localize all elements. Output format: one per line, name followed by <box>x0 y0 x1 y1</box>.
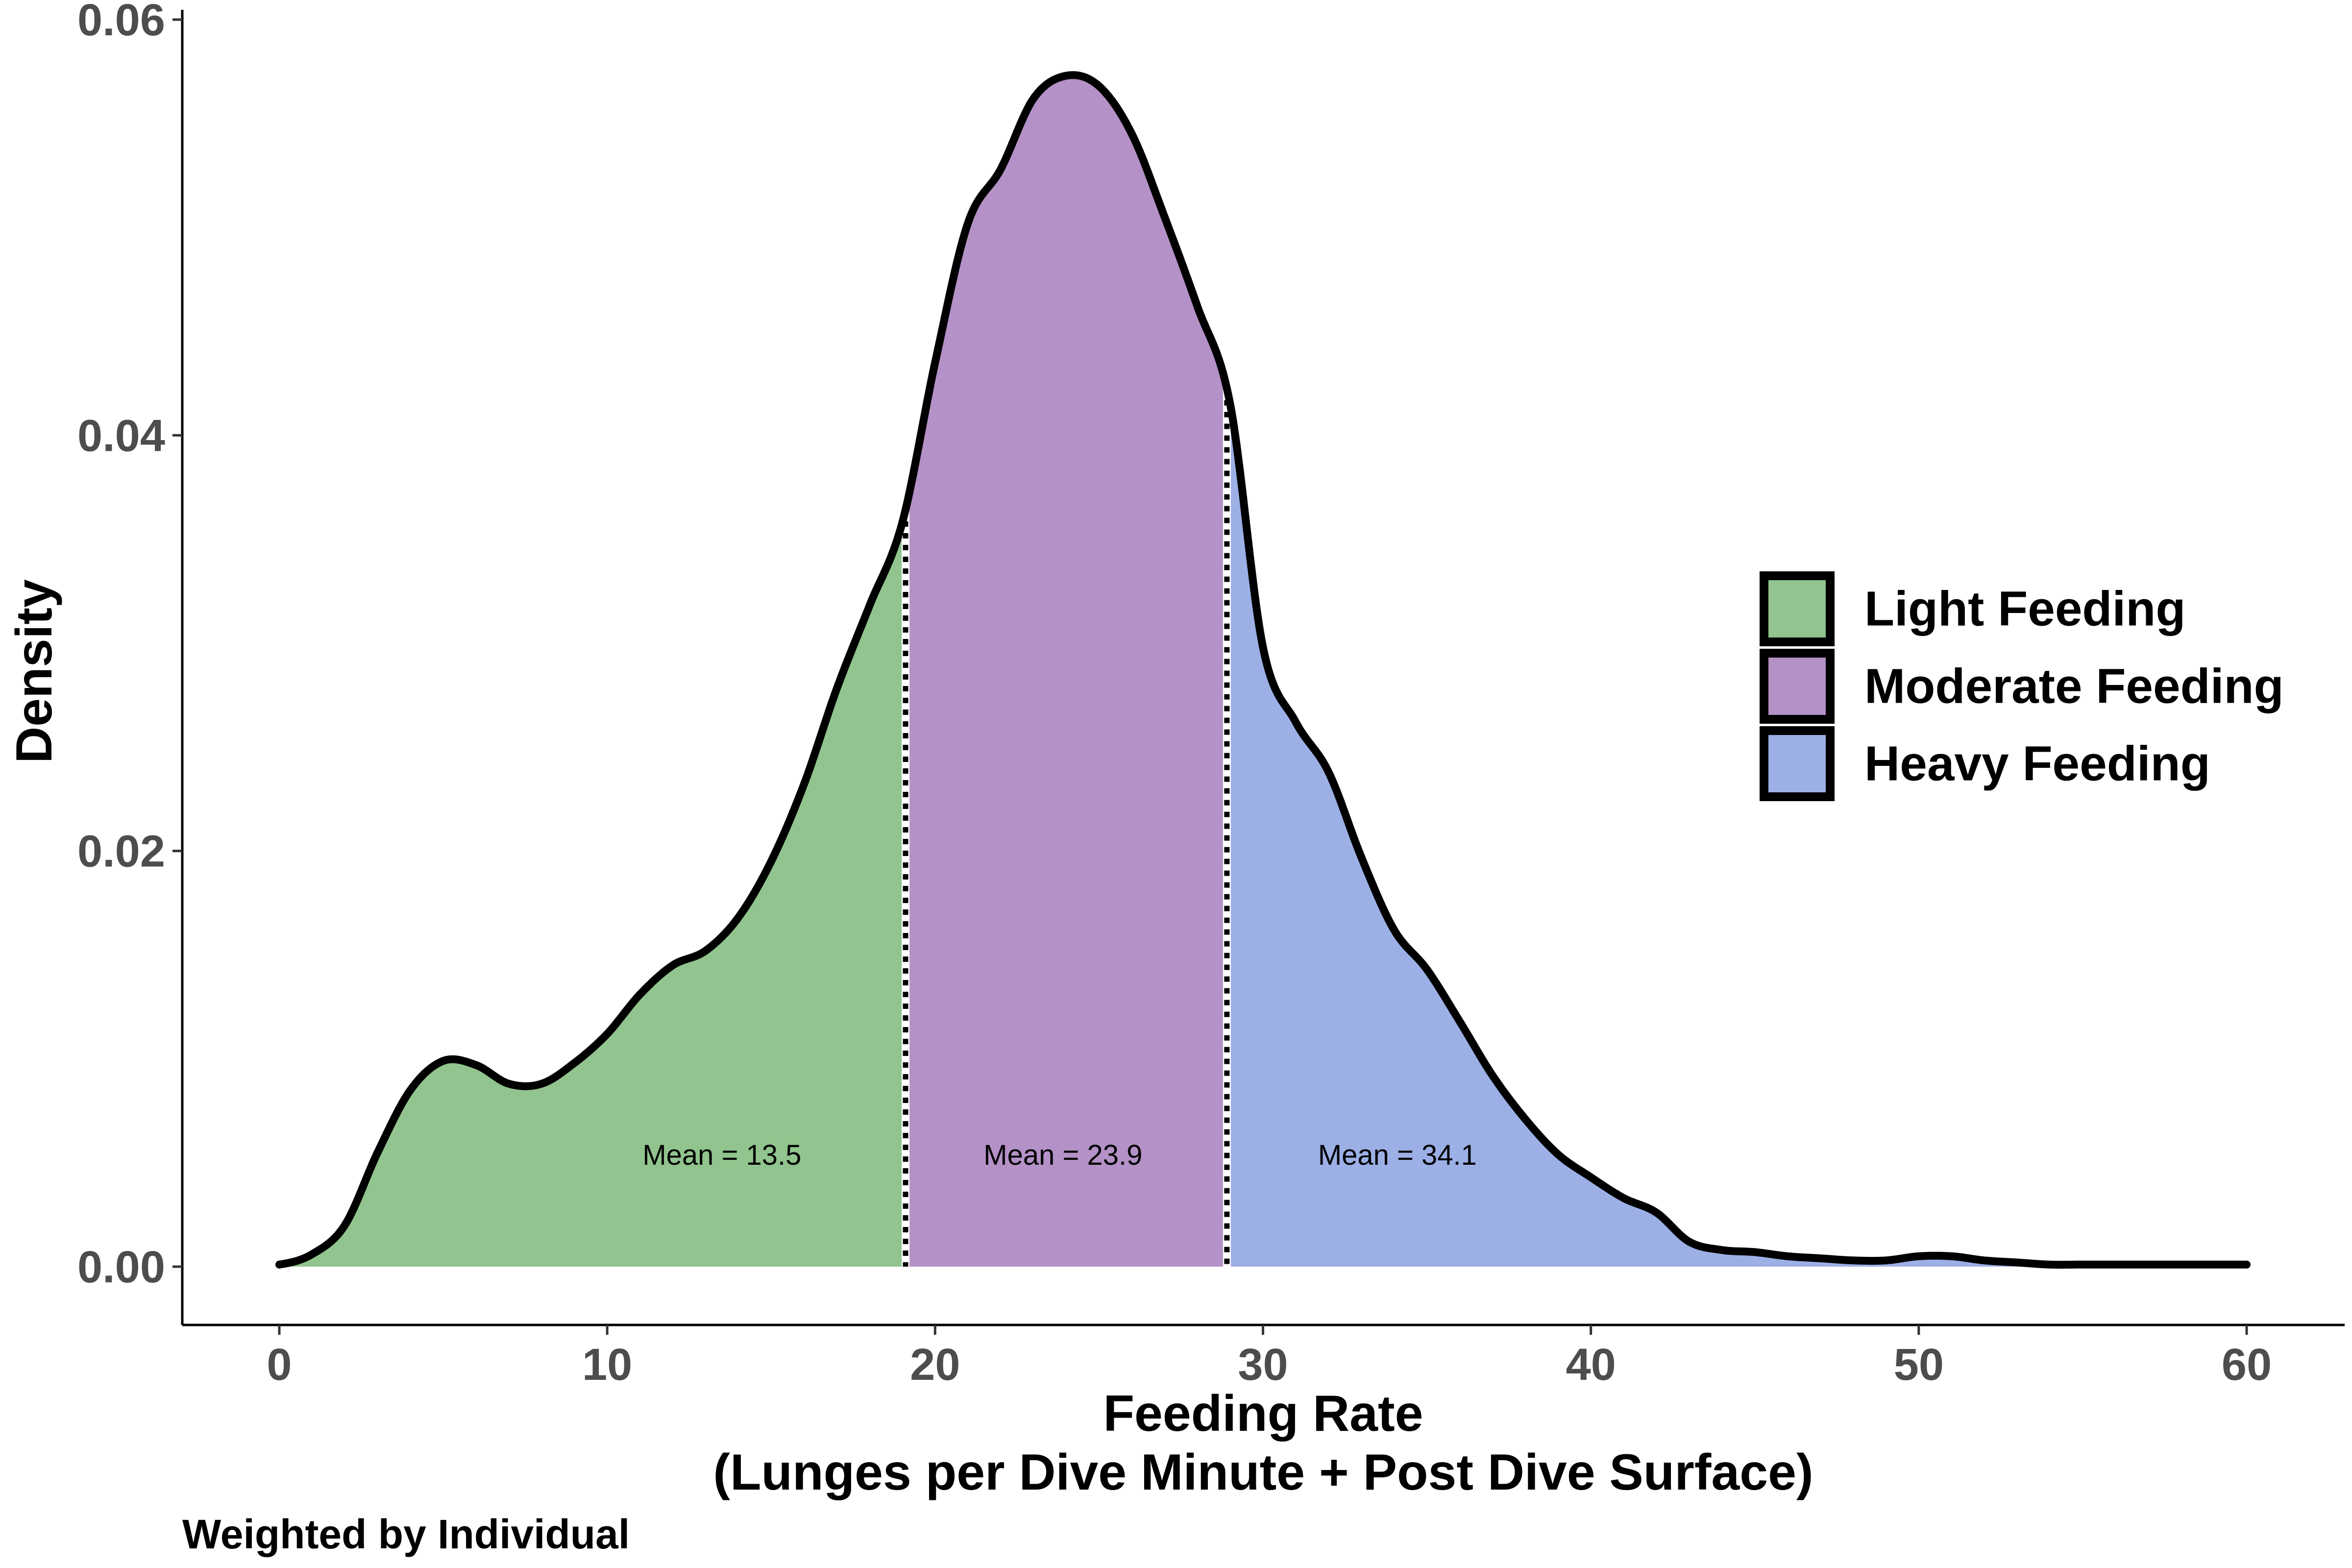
mean-annotation-3: Mean = 34.1 <box>1318 1139 1477 1171</box>
caption: Weighted by Individual <box>182 1511 630 1557</box>
mean-annotation-2: Mean = 23.9 <box>983 1139 1142 1171</box>
legend: Light Feeding Moderate Feeding Heavy Feedi… <box>1760 571 2284 801</box>
legend-label-2: Moderate Feeding <box>1864 659 2284 714</box>
x-tick-label: 20 <box>910 1340 960 1390</box>
x-tick-label: 40 <box>1566 1340 1616 1390</box>
x-tick-label: 10 <box>582 1340 632 1390</box>
y-axis-title: Density <box>6 579 63 763</box>
legend-key-1 <box>1760 571 1835 646</box>
density-curve <box>275 71 2251 1269</box>
y-tick-label: 0.02 <box>77 827 165 877</box>
x-axis-ticks: 0 10 20 30 40 50 60 <box>267 1325 2272 1390</box>
mean-annotation-1: Mean = 13.5 <box>642 1139 801 1171</box>
density-fills <box>279 75 2247 1267</box>
legend-key-2 <box>1760 649 1835 724</box>
y-tick-label: 0.04 <box>77 411 165 461</box>
mean-annotations: Mean = 13.5 Mean = 23.9 Mean = 34.1 <box>642 1139 1477 1171</box>
x-axis-title-line2: (Lunges per Dive Minute + Post Dive Surf… <box>713 1444 1813 1501</box>
legend-key-3 <box>1760 726 1835 801</box>
density-region-3 <box>1226 388 2247 1267</box>
x-tick-label: 60 <box>2222 1340 2272 1390</box>
boundary-lines <box>902 388 1231 1267</box>
y-axis-ticks: 0.00 0.02 0.04 0.06 <box>77 0 182 1292</box>
legend-label-1: Light Feeding <box>1864 582 2185 637</box>
y-tick-label: 0.06 <box>77 0 165 45</box>
legend-label-3: Heavy Feeding <box>1864 736 2210 791</box>
x-tick-label: 30 <box>1238 1340 1288 1390</box>
density-region-2 <box>906 75 1227 1267</box>
x-axis-title-line1: Feeding Rate <box>1103 1385 1423 1442</box>
y-tick-label: 0.00 <box>77 1242 165 1292</box>
x-tick-label: 50 <box>1894 1340 1944 1390</box>
density-region-1 <box>279 509 906 1267</box>
x-tick-label: 0 <box>267 1340 292 1390</box>
